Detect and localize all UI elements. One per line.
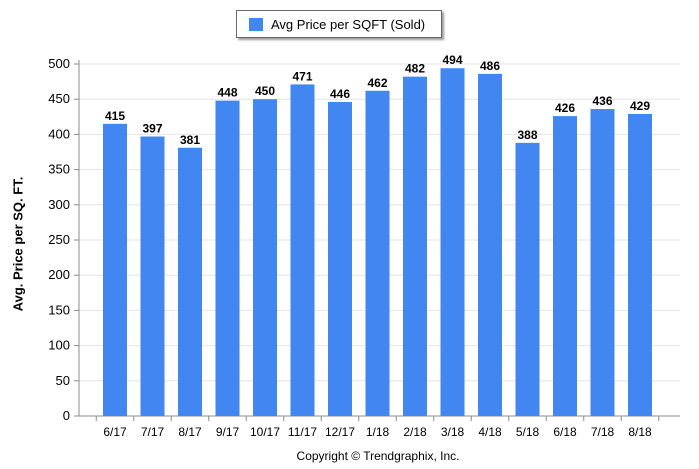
data-label: 388: [517, 128, 537, 142]
bar: [140, 136, 165, 416]
x-tick-label: 8/18: [628, 425, 652, 439]
x-tick-label: 9/17: [216, 425, 240, 439]
y-tick-label: 400: [48, 126, 70, 141]
x-tick-label: 4/18: [478, 425, 502, 439]
data-label: 482: [405, 62, 425, 76]
legend-label: Avg Price per SQFT (Sold): [271, 17, 426, 32]
data-label: 471: [292, 69, 312, 83]
x-tick-label: 7/18: [591, 425, 615, 439]
bar: [290, 84, 315, 416]
y-tick-label: 300: [48, 197, 70, 212]
x-tick-label: 2/18: [403, 425, 427, 439]
data-label: 462: [367, 76, 387, 90]
y-tick-label: 200: [48, 267, 70, 282]
x-tick-label: 1/18: [366, 425, 390, 439]
y-tick-label: 250: [48, 232, 70, 247]
bars: [103, 68, 652, 417]
data-label: 381: [180, 133, 200, 147]
legend: Avg Price per SQFT (Sold): [236, 10, 442, 38]
data-label: 450: [255, 84, 275, 98]
x-tick-label: 3/18: [441, 425, 465, 439]
bar: [103, 123, 127, 416]
x-tick-label: 8/17: [178, 425, 202, 439]
copyright-text: Copyright © Trendgraphix, Inc.: [296, 449, 460, 463]
y-tick-label: 450: [48, 91, 70, 106]
bar: [215, 100, 240, 416]
y-tick-label: 0: [63, 408, 70, 423]
y-axis-title: Avg. Price per SQ. FT.: [10, 176, 26, 312]
bar: [403, 76, 427, 416]
x-tick-label: 11/17: [288, 425, 317, 439]
y-tick-label: 100: [48, 338, 70, 353]
y-tick-label: 350: [48, 162, 70, 177]
data-label: 448: [217, 86, 237, 100]
bar: [590, 109, 615, 416]
data-label: 426: [555, 101, 575, 115]
bar: [328, 102, 352, 417]
data-label: 494: [442, 53, 462, 67]
data-label: 429: [630, 99, 650, 113]
y-tick-label: 50: [56, 373, 70, 388]
legend-swatch: [249, 18, 263, 31]
y-tick-label: 150: [48, 302, 70, 317]
bar: [365, 90, 390, 416]
y-tick-label: 500: [48, 56, 70, 71]
x-tick-label: 12/17: [325, 425, 355, 439]
data-labels: 415 397 381 448 450 471 446 462 482 494 486 388 426 4…: [105, 53, 650, 147]
bar: [628, 113, 652, 416]
data-label: 486: [480, 59, 500, 73]
x-tick-label: 6/17: [103, 425, 127, 439]
bar: [440, 68, 465, 416]
bar: [515, 142, 540, 416]
bar: [478, 73, 502, 416]
data-label: 446: [330, 87, 350, 101]
data-label: 436: [592, 94, 612, 108]
data-label: 397: [142, 122, 162, 136]
x-tick-label: 7/17: [141, 425, 165, 439]
x-tick-label: 6/18: [553, 425, 577, 439]
bar: [178, 147, 202, 416]
x-tick-label: 10/17: [250, 425, 280, 439]
data-label: 415: [105, 109, 125, 123]
bar: [253, 99, 277, 416]
x-tick-label: 5/18: [516, 425, 540, 439]
y-axis: 0 50 100 150 200 250 300 350 400 450 500: [48, 56, 80, 423]
bar: [553, 116, 577, 416]
x-axis: 6/17 7/17 8/17 9/17 10/17 11/17 12/17 1/18 2/18 3…: [79, 415, 680, 439]
